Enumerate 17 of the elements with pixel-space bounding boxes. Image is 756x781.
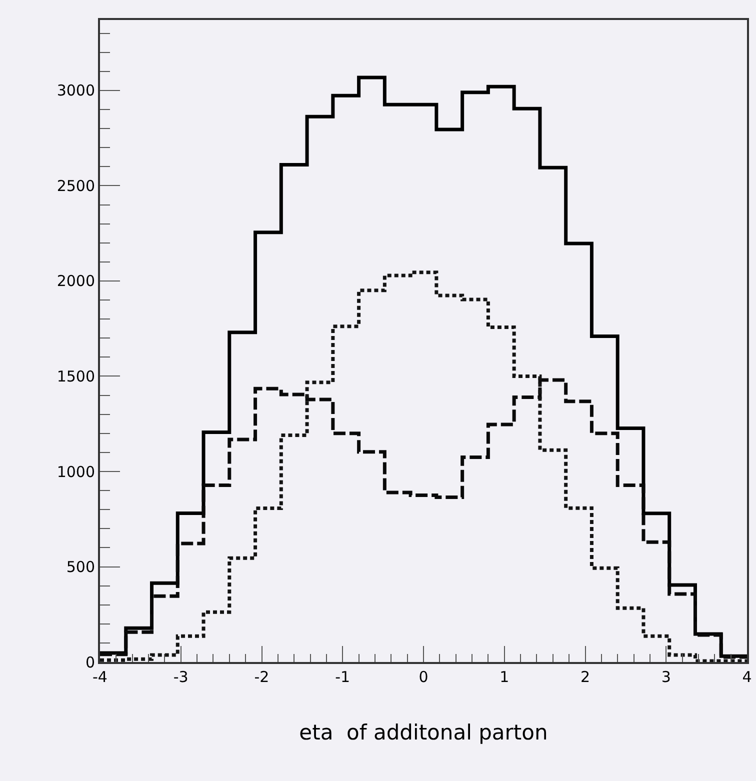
x-tick-label: 4	[742, 668, 752, 686]
x-tick-label: 0	[418, 668, 428, 686]
y-tick-label: 2000	[56, 272, 95, 290]
x-tick-label: 2	[580, 668, 590, 686]
y-tick-label: 1000	[56, 462, 95, 481]
y-tick-label: 0	[85, 653, 95, 672]
x-tick-label: -2	[254, 668, 270, 686]
x-tick-label: 1	[500, 668, 510, 686]
x-tick-label: -1	[335, 668, 350, 686]
y-tick-label: 1500	[56, 367, 95, 386]
x-tick-label: -3	[173, 668, 188, 686]
y-tick-label: 3000	[56, 82, 95, 100]
y-tick-label: 500	[66, 558, 95, 576]
x-axis-title: eta of additonal parton	[299, 720, 548, 745]
y-tick-label: 2500	[56, 176, 95, 195]
x-tick-label: -4	[92, 668, 108, 686]
x-tick-label: 3	[661, 668, 671, 686]
